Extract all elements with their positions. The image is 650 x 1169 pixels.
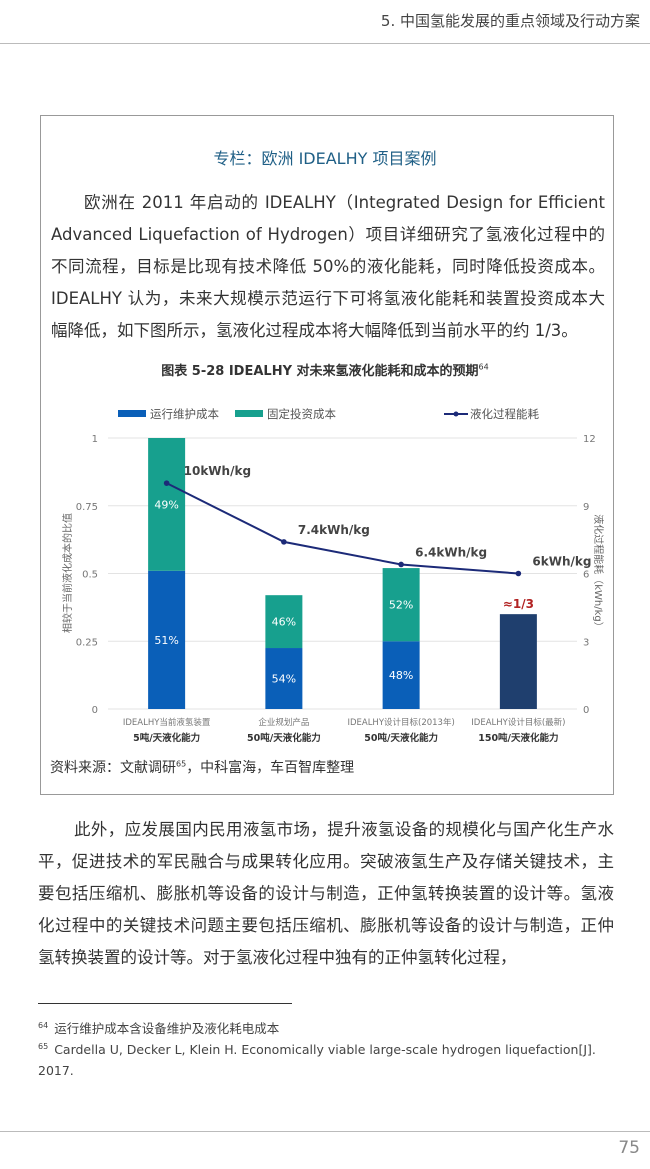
energy-data-label: 7.4kWh/kg [298, 523, 370, 537]
page-number: 75 [618, 1138, 640, 1158]
y2-tick-label: 3 [583, 637, 589, 648]
x-tick-label: 150吨/天液化能力 [478, 732, 558, 744]
energy-point [515, 570, 522, 577]
bar-data-label: 46% [272, 616, 296, 629]
y-tick-label: 0.25 [76, 637, 98, 648]
source-suffix: ，中科富海，车百智库整理 [186, 760, 355, 776]
y2-axis-label: 液化过程能耗（kWh/kg） [592, 514, 605, 632]
legend-label: 液化过程能耗 [470, 407, 539, 421]
footer-divider [0, 1131, 650, 1132]
bar-segment [148, 570, 186, 709]
energy-data-label: 10kWh/kg [184, 464, 251, 478]
x-tick-label: IDEALHY当前液氢装置 [123, 717, 211, 728]
y2-tick-label: 9 [583, 502, 589, 513]
footnote: 65 Cardella U, Decker L, Klein H. Economi… [38, 1036, 598, 1081]
y2-tick-label: 6 [583, 570, 589, 581]
energy-point [163, 480, 170, 486]
footnote-text: 运行维护成本含设备维护及液化耗电成本 [54, 1021, 280, 1037]
footnote-number: 64 [38, 1021, 49, 1030]
x-tick-label: 50吨/天液化能力 [364, 732, 438, 744]
x-tick-label: IDEALHY设计目标(2013年) [347, 717, 454, 728]
bar-segment [148, 438, 186, 571]
energy-data-label: 6.4kWh/kg [415, 545, 487, 559]
body-paragraph: 此外，应发展国内民用液氢市场，提升液氢设备的规模化与国产化生产水平，促进技术的军… [38, 814, 614, 974]
box-title: 专栏：欧洲 IDEALHY 项目案例 [213, 149, 437, 168]
y-tick-label: 0.5 [82, 570, 98, 581]
body-paragraph-text: 此外，应发展国内民用液氢市场，提升液氢设备的规模化与国产化生产水平，促进技术的军… [38, 820, 614, 967]
legend-label: 固定投资成本 [267, 407, 336, 421]
y2-tick-label: 12 [583, 434, 596, 445]
y-tick-label: 0 [92, 705, 98, 716]
footnote-number: 65 [38, 1042, 49, 1051]
energy-point [398, 561, 404, 568]
bar-segment [382, 641, 420, 709]
source-prefix: 资料来源：文献调研 [50, 760, 176, 776]
chart-caption: 图表 5-28 IDEALHY 对未来氢液化能耗和成本的预期64 [0, 360, 650, 379]
footnote-text: Cardella U, Decker L, Klein H. Economica… [38, 1042, 596, 1079]
chart-caption-text: 图表 5-28 IDEALHY 对未来氢液化能耗和成本的预期 [161, 364, 479, 379]
x-tick-label: 企业规划产品 [258, 717, 309, 728]
bar-segment [265, 595, 303, 649]
footnote-ref: 64 [478, 362, 489, 372]
y-tick-label: 1 [92, 434, 98, 445]
bar-data-label: 54% [272, 673, 296, 686]
x-tick-label: IDEALHY设计目标(最新) [471, 717, 565, 728]
box-paragraph-text: 欧洲在 2011 年启动的 IDEALHY（Integrated Design … [51, 193, 605, 340]
chart-source: 资料来源：文献调研65，中科富海，车百智库整理 [50, 757, 354, 777]
energy-data-label: 6kWh/kg [532, 555, 591, 569]
y2-tick-label: 0 [583, 705, 589, 716]
bar-total-label: ≈1/3 [503, 597, 534, 611]
chart: 0 0.25 0.5 0.75 1 0 3 6 9 12 相较于当前液化成本的比值 液化过程能耗（kW… [61, 407, 605, 744]
footnote-ref: 65 [176, 759, 187, 769]
legend-swatch [235, 410, 263, 417]
header-divider [0, 43, 650, 44]
bar-data-label: 48% [389, 669, 413, 682]
x-tick-label: 5吨/天液化能力 [133, 732, 200, 744]
bar-total [499, 614, 537, 709]
energy-line [166, 482, 519, 575]
legend-swatch [118, 410, 146, 417]
running-header: 5. 中国氢能发展的重点领域及行动方案 [380, 12, 640, 30]
y-tick-label: 0.75 [76, 502, 98, 513]
bar-data-label: 49% [154, 498, 178, 511]
bar-segment [265, 648, 303, 709]
sidebar-box [40, 115, 614, 795]
bar-segment [382, 568, 420, 642]
bar-data-label: 52% [389, 599, 413, 612]
energy-point [281, 539, 287, 545]
footnote: 64 运行维护成本含设备维护及液化耗电成本 [38, 1015, 598, 1039]
footnote-divider [38, 1003, 292, 1004]
legend-marker [453, 411, 459, 417]
box-paragraph: 欧洲在 2011 年启动的 IDEALHY（Integrated Design … [51, 187, 605, 347]
y-axis-label: 相较于当前液化成本的比值 [61, 513, 74, 633]
legend-label: 运行维护成本 [150, 407, 219, 421]
bar-data-label: 51% [154, 634, 178, 647]
x-tick-label: 50吨/天液化能力 [247, 732, 321, 744]
